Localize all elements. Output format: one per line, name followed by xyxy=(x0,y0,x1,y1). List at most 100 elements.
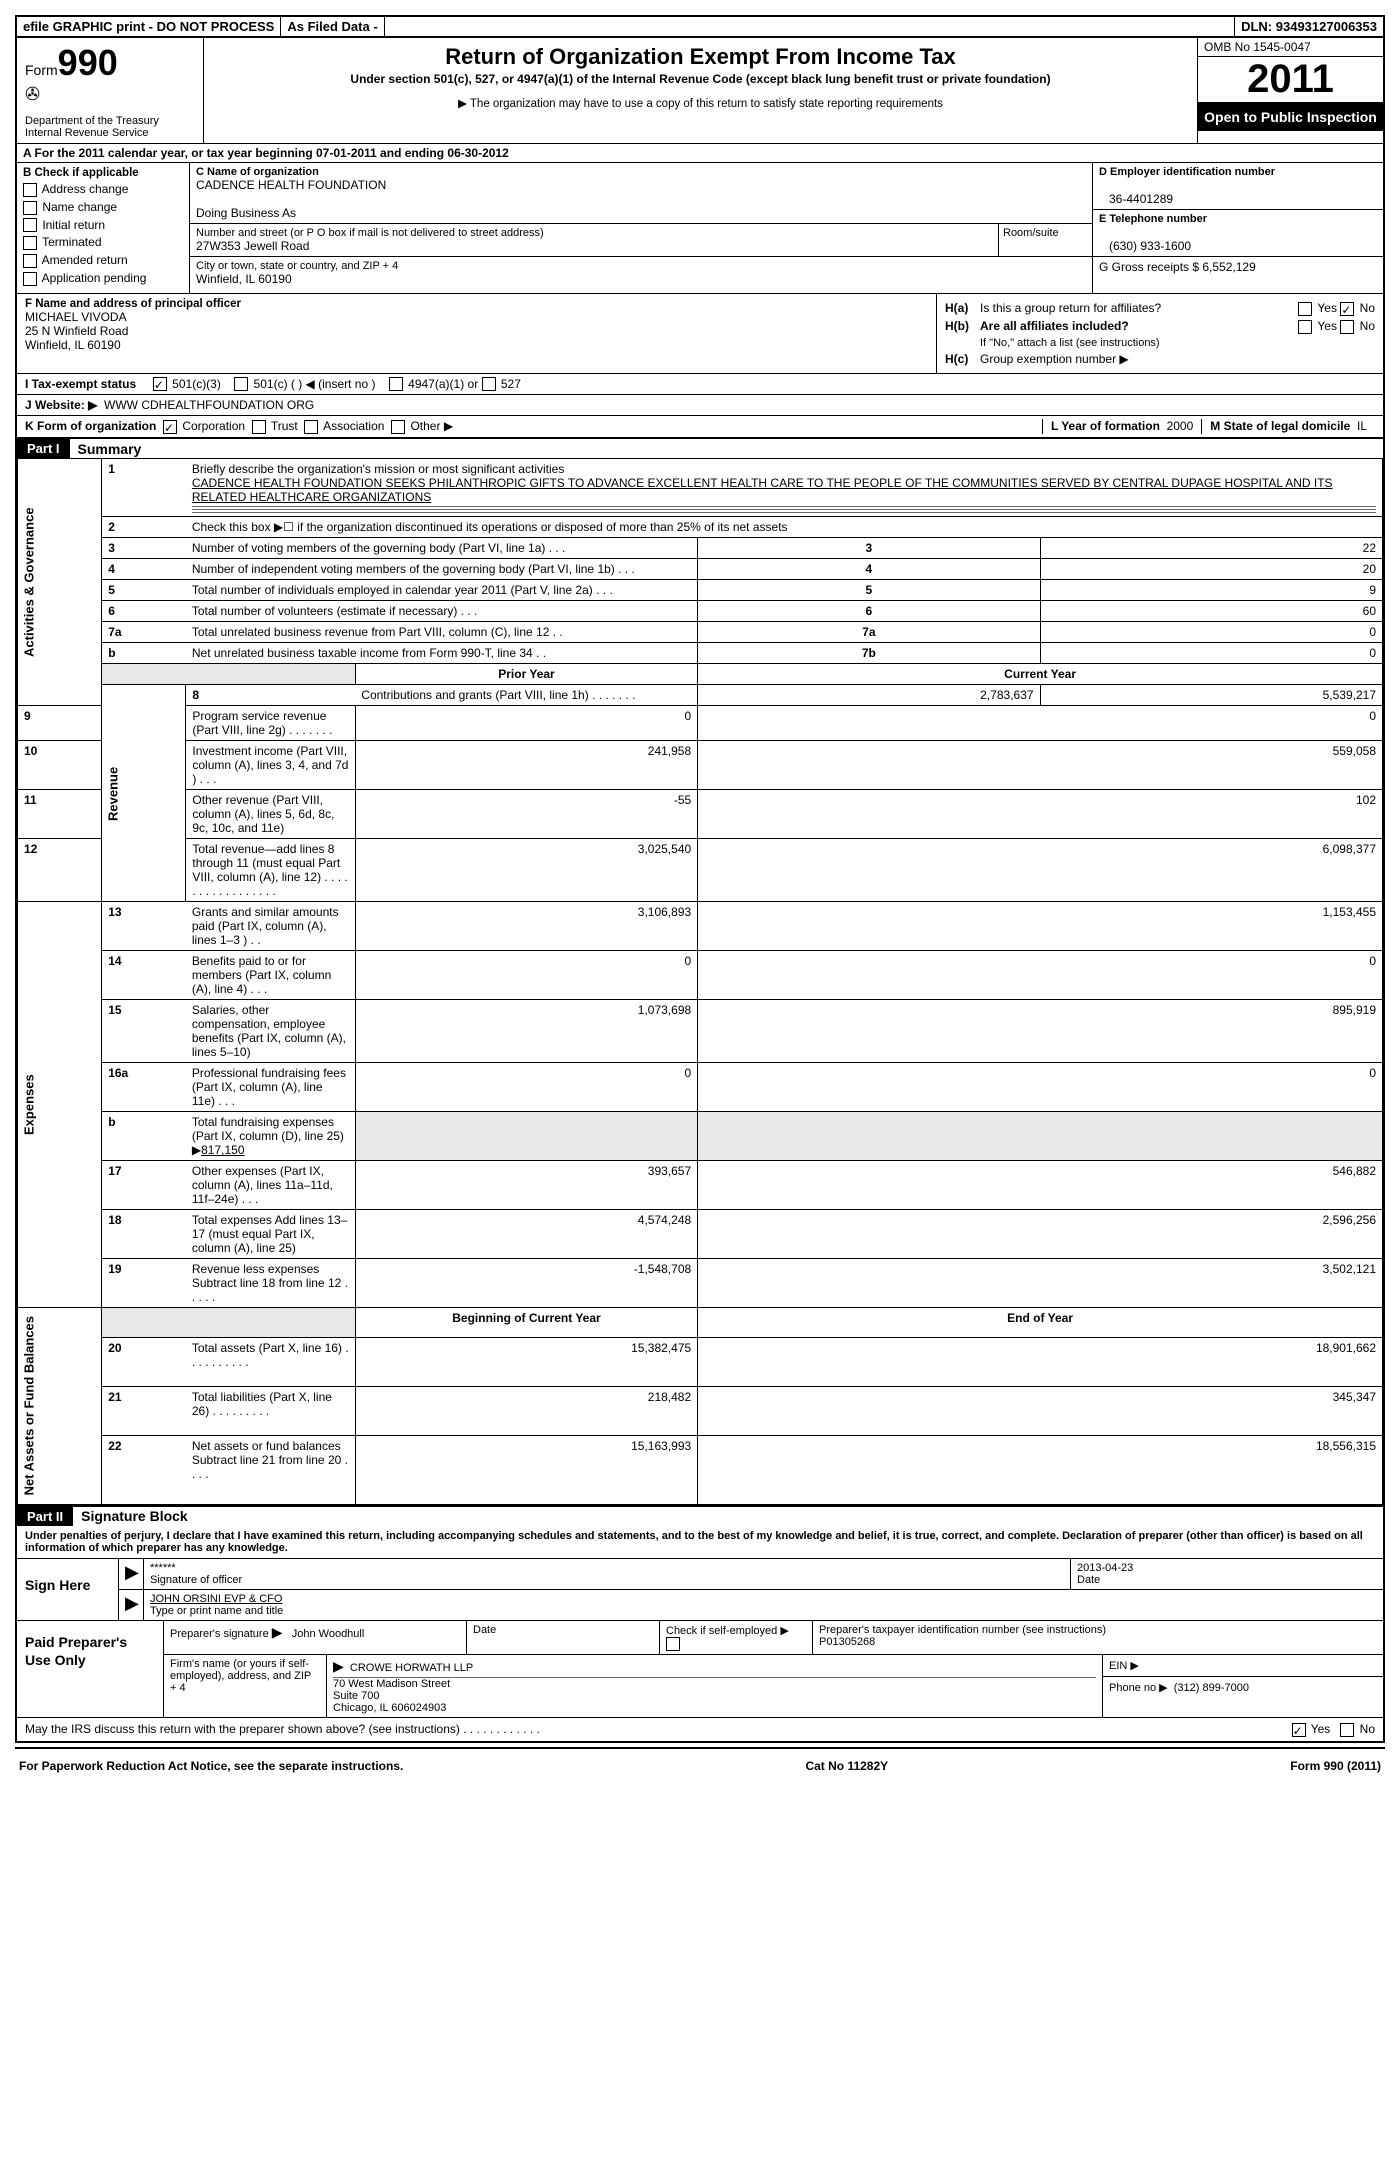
chk-self-emp[interactable] xyxy=(666,1637,680,1651)
side-ag: Activities & Governance xyxy=(18,459,102,706)
street-label: Number and street (or P O box if mail is… xyxy=(196,227,992,239)
room-label: Room/suite xyxy=(999,224,1092,257)
chk-527[interactable] xyxy=(482,377,496,391)
row6-box: 6 xyxy=(698,601,1040,622)
opt-address: Address change xyxy=(42,182,129,196)
r16ad: Professional fundraising fees (Part IX, … xyxy=(186,1063,355,1112)
declaration: Under penalties of perjury, I declare th… xyxy=(17,1526,1383,1558)
row7b-desc: Net unrelated business taxable income fr… xyxy=(186,643,698,664)
row4-val: 20 xyxy=(1040,559,1382,580)
efile-notice: efile GRAPHIC print - DO NOT PROCESS xyxy=(17,17,281,36)
r11d: Other revenue (Part VIII, column (A), li… xyxy=(186,790,355,839)
org-name-label: C Name of organization xyxy=(196,166,1086,178)
h-box: H(a) Is this a group return for affiliat… xyxy=(937,294,1383,373)
omb-number: OMB No 1545-0047 xyxy=(1198,38,1383,57)
tel-label: E Telephone number xyxy=(1099,213,1377,225)
hb-label: H(b) xyxy=(945,319,980,333)
irs-yes[interactable]: ✓ xyxy=(1292,1723,1306,1737)
ha-no[interactable]: ✓ xyxy=(1340,302,1354,316)
col-b-header: B Check if applicable xyxy=(23,167,183,179)
tel: (630) 933-1600 xyxy=(1099,239,1377,253)
r19p: -1,548,708 xyxy=(355,1259,697,1308)
r20c: 18,901,662 xyxy=(698,1337,1383,1386)
irs-no[interactable] xyxy=(1340,1723,1354,1737)
form-word: Form xyxy=(25,62,58,78)
r14d: Benefits paid to or for members (Part IX… xyxy=(186,951,355,1000)
top-bar: efile GRAPHIC print - DO NOT PROCESS As … xyxy=(17,17,1383,38)
chk-pending[interactable] xyxy=(23,272,37,286)
opt-assoc: Association xyxy=(323,419,384,433)
chk-trust[interactable] xyxy=(252,420,266,434)
r12d: Total revenue—add lines 8 through 11 (mu… xyxy=(186,839,355,902)
officer-name: MICHAEL VIVODA xyxy=(25,310,928,324)
chk-corp[interactable]: ✓ xyxy=(163,420,177,434)
row2: Check this box ▶☐ if the organization di… xyxy=(186,517,1383,538)
hb-text: Are all affiliates included? xyxy=(980,319,1129,333)
prep-phone: (312) 899-7000 xyxy=(1174,1682,1249,1694)
chk-assoc[interactable] xyxy=(304,420,318,434)
ptin-label: Preparer's taxpayer identification numbe… xyxy=(819,1624,1106,1636)
opt-501c: 501(c) ( ) ◀ (insert no ) xyxy=(254,377,376,391)
footer-mid: Cat No 11282Y xyxy=(805,1759,888,1773)
chk-name[interactable] xyxy=(23,201,37,215)
firm-label: Firm's name (or yours if self-employed),… xyxy=(164,1655,327,1717)
firm-name: CROWE HORWATH LLP xyxy=(350,1662,473,1674)
hb-yes[interactable] xyxy=(1298,320,1312,334)
sign-here: Sign Here xyxy=(17,1559,119,1620)
chk-4947[interactable] xyxy=(389,377,403,391)
r17d: Other expenses (Part IX, column (A), lin… xyxy=(186,1161,355,1210)
yes-lbl: Yes xyxy=(1317,301,1337,315)
hb-no[interactable] xyxy=(1340,320,1354,334)
r13p: 3,106,893 xyxy=(355,902,697,951)
r11p: -55 xyxy=(355,790,697,839)
form-number: 990 xyxy=(58,42,118,83)
footer-left: For Paperwork Reduction Act Notice, see … xyxy=(19,1759,403,1773)
form-id-box: Form990 ✇ Department of the Treasury Int… xyxy=(17,38,204,143)
r14p: 0 xyxy=(355,951,697,1000)
year-form: 2000 xyxy=(1167,419,1194,433)
r17p: 393,657 xyxy=(355,1161,697,1210)
r9p: 0 xyxy=(355,706,697,741)
r10p: 241,958 xyxy=(355,741,697,790)
end-hdr: End of Year xyxy=(698,1308,1383,1337)
sig-date: 2013-04-23 xyxy=(1077,1562,1133,1574)
part2-header: Part II Signature Block xyxy=(17,1505,1383,1526)
chk-address[interactable] xyxy=(23,183,37,197)
fh-section: F Name and address of principal officer … xyxy=(17,293,1383,373)
sig-stars: ****** xyxy=(150,1562,176,1574)
row6-desc: Total number of volunteers (estimate if … xyxy=(186,601,698,622)
r22d: Net assets or fund balances Subtract lin… xyxy=(186,1435,355,1504)
irs-q-text: May the IRS discuss this return with the… xyxy=(25,1722,1292,1737)
ha-yes[interactable] xyxy=(1298,302,1312,316)
chk-501c3[interactable]: ✓ xyxy=(153,377,167,391)
col-b: B Check if applicable Address change Nam… xyxy=(17,163,190,293)
chk-other[interactable] xyxy=(391,420,405,434)
footer: For Paperwork Reduction Act Notice, see … xyxy=(15,1747,1385,1773)
print-name-label: Type or print name and title xyxy=(150,1605,283,1617)
header-right: OMB No 1545-0047 2011 Open to Public Ins… xyxy=(1197,38,1383,143)
chk-amend[interactable] xyxy=(23,254,37,268)
arrow-icon: ▶ xyxy=(119,1559,144,1589)
r15d: Salaries, other compensation, employee b… xyxy=(186,1000,355,1063)
part2-num: Part II xyxy=(17,1507,73,1526)
ein: 36-4401289 xyxy=(1099,192,1377,206)
side-rev: Revenue xyxy=(102,685,186,902)
r8c: 5,539,217 xyxy=(1040,685,1382,706)
r19c: 3,502,121 xyxy=(698,1259,1383,1308)
dln-label: DLN: xyxy=(1241,19,1272,34)
footer-right: Form 990 (2011) xyxy=(1290,1759,1381,1773)
r18d: Total expenses Add lines 13–17 (must equ… xyxy=(186,1210,355,1259)
part1-header: Part I Summary xyxy=(17,437,1383,458)
mission-text: CADENCE HEALTH FOUNDATION SEEKS PHILANTH… xyxy=(192,476,1333,504)
dln-value: 93493127006353 xyxy=(1276,19,1377,34)
r16ac: 0 xyxy=(698,1063,1383,1112)
yes-lbl2: Yes xyxy=(1317,319,1337,333)
no-lbl: No xyxy=(1360,301,1375,315)
opt-corp: Corporation xyxy=(182,419,245,433)
r8d: Contributions and grants (Part VIII, lin… xyxy=(355,685,697,706)
chk-initial[interactable] xyxy=(23,218,37,232)
header-center: Return of Organization Exempt From Incom… xyxy=(204,38,1197,143)
chk-501c[interactable] xyxy=(234,377,248,391)
chk-term[interactable] xyxy=(23,236,37,250)
year-form-label: L Year of formation xyxy=(1051,419,1160,433)
